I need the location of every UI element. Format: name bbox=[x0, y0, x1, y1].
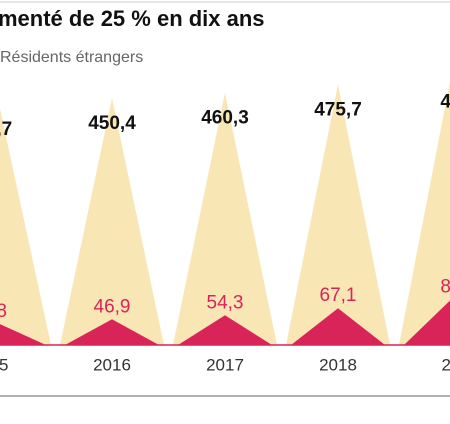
total-triangle bbox=[286, 84, 390, 345]
total-triangle bbox=[173, 92, 277, 346]
chart-title: menté de 25 % en dix ans bbox=[0, 6, 265, 31]
foreign-triangle bbox=[0, 324, 46, 345]
x-tick-label: 2017 bbox=[206, 355, 244, 374]
x-tick-label: 2016 bbox=[93, 355, 131, 374]
x-tick-label: 20 bbox=[442, 355, 450, 374]
x-tick-label: 15 bbox=[0, 355, 8, 374]
value-label: 83 bbox=[440, 277, 450, 298]
value-label: 450,4 bbox=[88, 113, 136, 134]
plot: 9,7 450,4 460,3 475,7 49 ,8 46,9 54,3 67,1 83 15 20… bbox=[0, 81, 450, 374]
value-label: 49 bbox=[440, 91, 450, 112]
foreign-triangle bbox=[291, 308, 385, 345]
foreign-triangle bbox=[65, 319, 159, 345]
total-triangle bbox=[60, 98, 164, 346]
value-label: 54,3 bbox=[207, 292, 244, 313]
value-label: 475,7 bbox=[314, 99, 362, 120]
value-label: 67,1 bbox=[320, 285, 357, 306]
legend-label: Résidents étrangers bbox=[0, 49, 143, 66]
value-label: 460,3 bbox=[201, 108, 249, 129]
total-triangle bbox=[0, 108, 51, 345]
value-label: 46,9 bbox=[94, 296, 131, 317]
value-label: ,8 bbox=[0, 301, 7, 322]
foreign-triangle bbox=[404, 300, 450, 345]
foreign-triangle bbox=[178, 315, 272, 345]
value-label: 9,7 bbox=[0, 119, 12, 140]
x-tick-label: 2018 bbox=[319, 355, 357, 374]
total-triangle bbox=[399, 81, 450, 345]
